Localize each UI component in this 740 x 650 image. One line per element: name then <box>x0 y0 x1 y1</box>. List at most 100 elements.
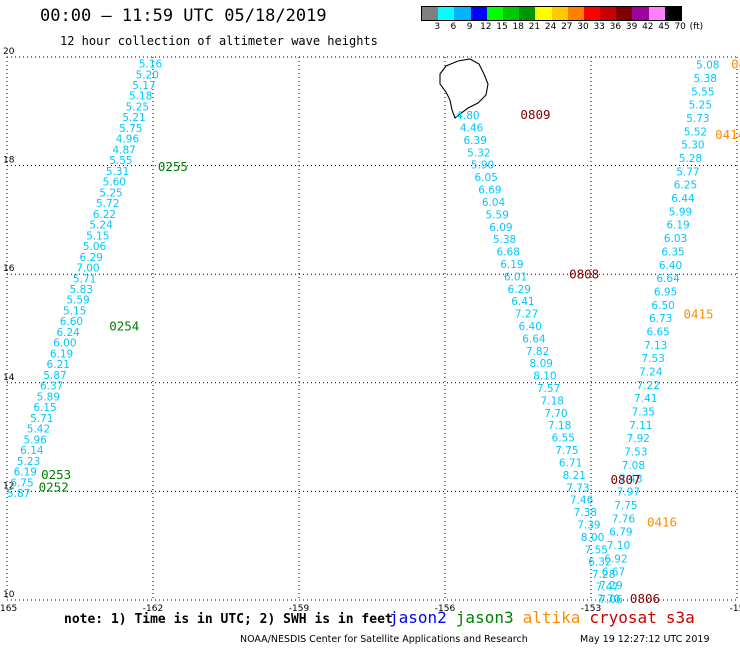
page-title: 00:00 – 11:59 UTC 05/18/2019 <box>40 6 327 26</box>
wave-height-value: 6.05 <box>475 172 498 184</box>
axis-tick-labels: -165 -162 -159 -156 -153 -15 20 18 16 14 12 10 <box>0 47 740 614</box>
color-swatch <box>519 7 536 20</box>
color-scale-swatches <box>421 6 682 21</box>
pass-time-label: 0254 <box>109 318 139 333</box>
satellite-legend-cryosat: cryosat <box>589 608 657 627</box>
altika-track: 5.085.385.55 5.255.735.52 5.305.285.77 6.25… <box>597 60 720 606</box>
wave-height-value: 6.25 <box>674 180 697 192</box>
wave-height-value: 7.92 <box>627 433 650 445</box>
wave-height-value: 6.95 <box>654 286 677 298</box>
wave-height-value: 7.97 <box>617 487 640 499</box>
lat-tick-label: 20 <box>3 47 15 57</box>
lon-tick-label: -165 <box>0 604 17 614</box>
wave-height-value: 8.00 <box>581 532 604 544</box>
wave-height-value: 5.21 <box>122 112 145 124</box>
wave-height-value: 6.41 <box>511 296 534 308</box>
wave-height-value: 7.82 <box>526 346 549 358</box>
wave-height-value: 7.11 <box>629 420 652 432</box>
wave-height-value: 6.00 <box>53 338 76 350</box>
pass-time-label: 0415 <box>683 306 713 321</box>
map-grid <box>6 56 738 601</box>
wave-height-value: 7.00 <box>76 263 99 275</box>
wave-height-value: 5.59 <box>66 295 89 307</box>
hawaii-island <box>439 58 489 119</box>
color-scale-label: 15 <box>496 22 508 32</box>
wave-height-value: 7.57 <box>537 383 560 395</box>
wave-height-value: 6.22 <box>93 209 116 221</box>
wave-height-value: 6.21 <box>47 359 70 371</box>
color-scale-label: (ft) <box>689 22 704 32</box>
color-swatch <box>470 7 487 20</box>
wave-height-value: 6.71 <box>559 457 582 469</box>
wave-height-value: 5.28 <box>679 153 702 165</box>
wave-height-value: 7.38 <box>574 507 597 519</box>
color-scale-label: 12 <box>480 22 492 32</box>
pass-time-label: 04 <box>731 57 740 72</box>
lon-tick-label: -159 <box>289 604 310 614</box>
wave-height-value: 5.52 <box>684 126 707 138</box>
color-swatch <box>502 7 520 20</box>
wave-height-value: 5.72 <box>96 198 119 210</box>
wave-height-value: 6.09 <box>489 222 512 234</box>
wave-height-value: 7.75 <box>555 445 578 457</box>
wave-height-value: 5.83 <box>70 284 93 296</box>
wave-height-color-scale: 3 6 9 12 15 18 21 24 27 30 33 36 39 42 45 70 (ft) <box>421 6 703 33</box>
wave-height-value: 4.96 <box>116 134 140 146</box>
color-scale-label: 42 <box>642 22 654 32</box>
wave-height-value: 5.32 <box>467 147 490 159</box>
color-swatch <box>632 7 649 20</box>
color-scale-label: 6 <box>450 22 457 32</box>
pass-time-label: 0414 <box>715 127 740 142</box>
wave-height-value: 8.21 <box>563 470 586 482</box>
wave-height-tracks: 5.165.205.175.185.255.215.754.964.875.55… <box>7 59 720 606</box>
wave-height-value: 6.04 <box>482 197 506 209</box>
color-swatch <box>486 7 503 20</box>
wave-height-value: 7.75 <box>614 500 637 512</box>
wave-height-value: 5.73 <box>686 113 709 125</box>
wave-height-value: 5.75 <box>119 123 142 135</box>
wave-height-value: 7.22 <box>637 380 660 392</box>
wave-height-value: 7.48 <box>619 473 642 485</box>
wave-height-value: 5.55 <box>109 155 132 167</box>
pass-time-label: 0807 <box>610 472 640 487</box>
wave-height-value: 6.55 <box>552 433 575 445</box>
color-scale-label: 30 <box>577 22 589 32</box>
wave-height-value: 7.24 <box>639 367 663 379</box>
wave-height-value: 6.40 <box>519 321 542 333</box>
satellite-legend-altika: altika <box>522 608 581 627</box>
color-scale-label: 39 <box>625 22 638 32</box>
wave-height-value: 6.64 <box>522 333 546 345</box>
wave-height-value: 8.10 <box>533 371 556 383</box>
wave-height-value: 6.50 <box>651 300 674 312</box>
color-scale-label: 27 <box>561 22 573 32</box>
wave-height-value: 6.39 <box>464 135 487 147</box>
wave-height-value: 6.24 <box>56 327 80 339</box>
color-scale-label: 18 <box>512 22 524 32</box>
lon-tick-label: -156 <box>435 604 456 614</box>
wave-height-value: 5.06 <box>83 241 107 253</box>
wave-height-value: 6.19 <box>666 220 689 232</box>
wave-height-value: 6.69 <box>478 185 501 197</box>
wave-height-value: 6.44 <box>671 193 695 205</box>
wave-height-value: 7.47 <box>596 582 619 594</box>
wave-height-value: 5.24 <box>89 220 113 232</box>
pass-time-label: 0253 <box>41 467 71 482</box>
wave-height-value: 7.70 <box>544 408 567 420</box>
wave-height-value: 7.76 <box>612 513 636 525</box>
wave-height-value: 6.60 <box>60 316 83 328</box>
color-swatch <box>422 7 439 20</box>
wave-height-value: 6.19 <box>14 467 37 479</box>
wave-height-value: 7.41 <box>634 393 657 405</box>
wave-height-value: 6.29 <box>508 284 531 296</box>
wave-height-value: 5.90 <box>471 160 494 172</box>
wave-height-value: 5.38 <box>493 234 516 246</box>
color-scale-label: 45 <box>658 22 670 32</box>
satellite-legend-jason2: jason2 <box>389 608 447 627</box>
lon-tick-label: -162 <box>143 604 163 614</box>
wave-height-value: 6.29 <box>80 252 103 264</box>
wave-height-value: 5.96 <box>23 434 47 446</box>
cryosat-track: 4.804.466.395.325.906.056.696.045.596.09… <box>456 110 623 606</box>
wave-height-value: 6.75 <box>10 477 33 489</box>
pass-time-label: 0809 <box>520 107 550 122</box>
